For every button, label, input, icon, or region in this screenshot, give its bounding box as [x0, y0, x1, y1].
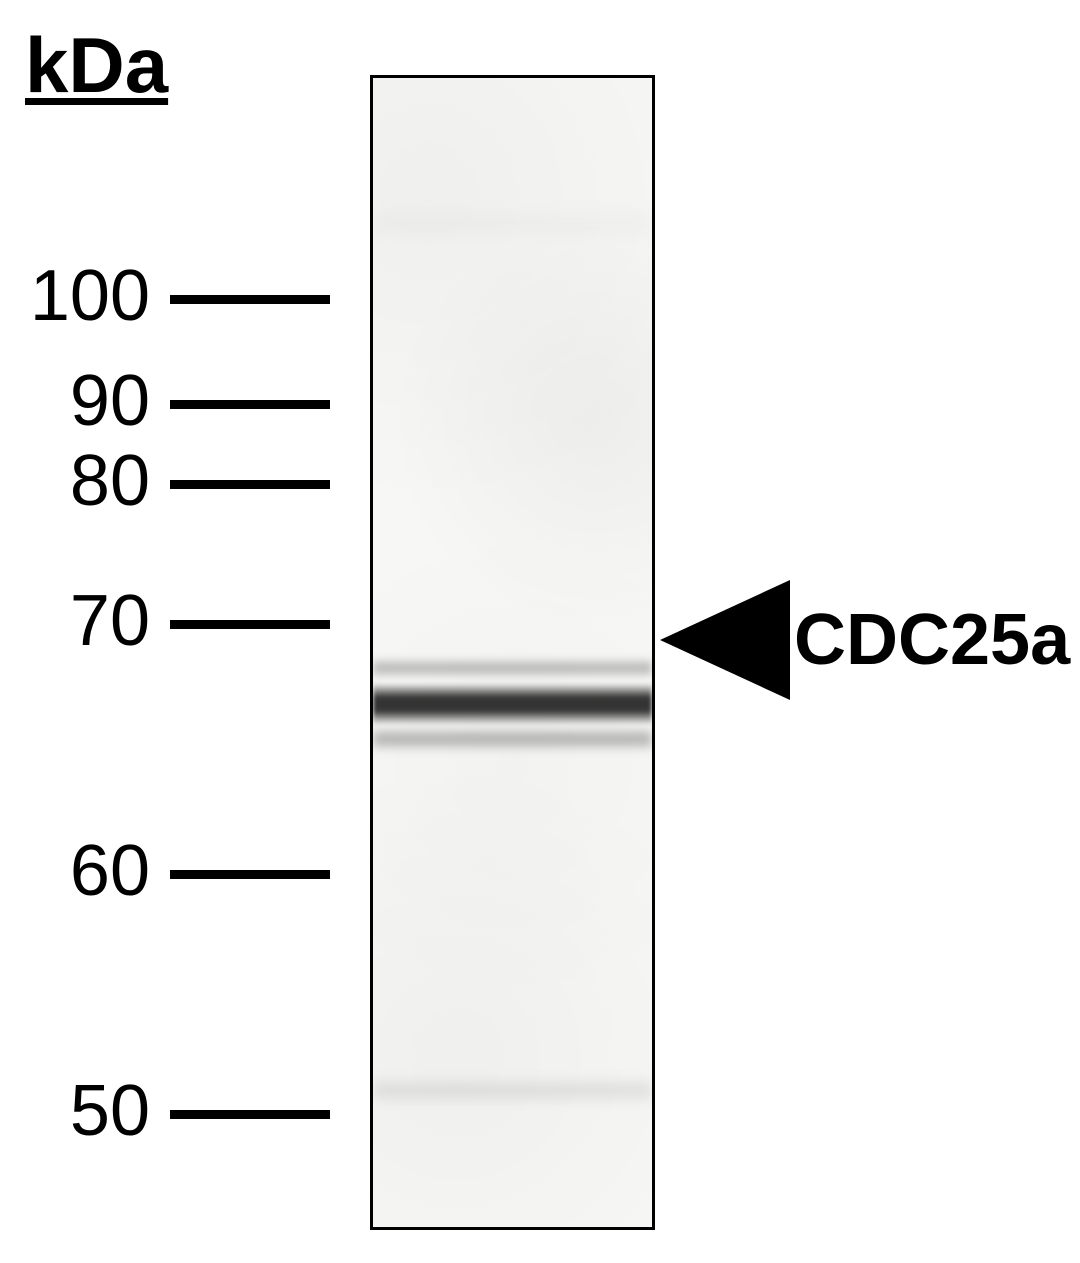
marker-label-60: 60 [70, 830, 150, 912]
marker-tick-70 [170, 620, 330, 629]
marker-tick-90 [170, 400, 330, 409]
arrow-icon [660, 580, 790, 700]
band-label-cdc25a: CDC25a [794, 599, 1070, 681]
band-indicator-arrow: CDC25a [660, 580, 1070, 700]
blot-lane [370, 75, 655, 1230]
marker-label-50: 50 [70, 1070, 150, 1152]
kda-header-label: kDa [25, 20, 168, 111]
marker-label-100: 100 [30, 255, 150, 337]
marker-label-80: 80 [70, 440, 150, 522]
band-cdc25a-lower [373, 728, 652, 750]
marker-tick-50 [170, 1110, 330, 1119]
band-faint-50 [373, 1078, 652, 1103]
marker-tick-100 [170, 295, 330, 304]
band-cdc25a-upper [373, 658, 652, 678]
band-cdc25a-main [373, 683, 652, 725]
lane-background-texture [373, 78, 652, 1227]
marker-tick-60 [170, 870, 330, 879]
band-faint-top [373, 208, 652, 238]
marker-label-90: 90 [70, 360, 150, 442]
marker-label-70: 70 [70, 580, 150, 662]
marker-tick-80 [170, 480, 330, 489]
